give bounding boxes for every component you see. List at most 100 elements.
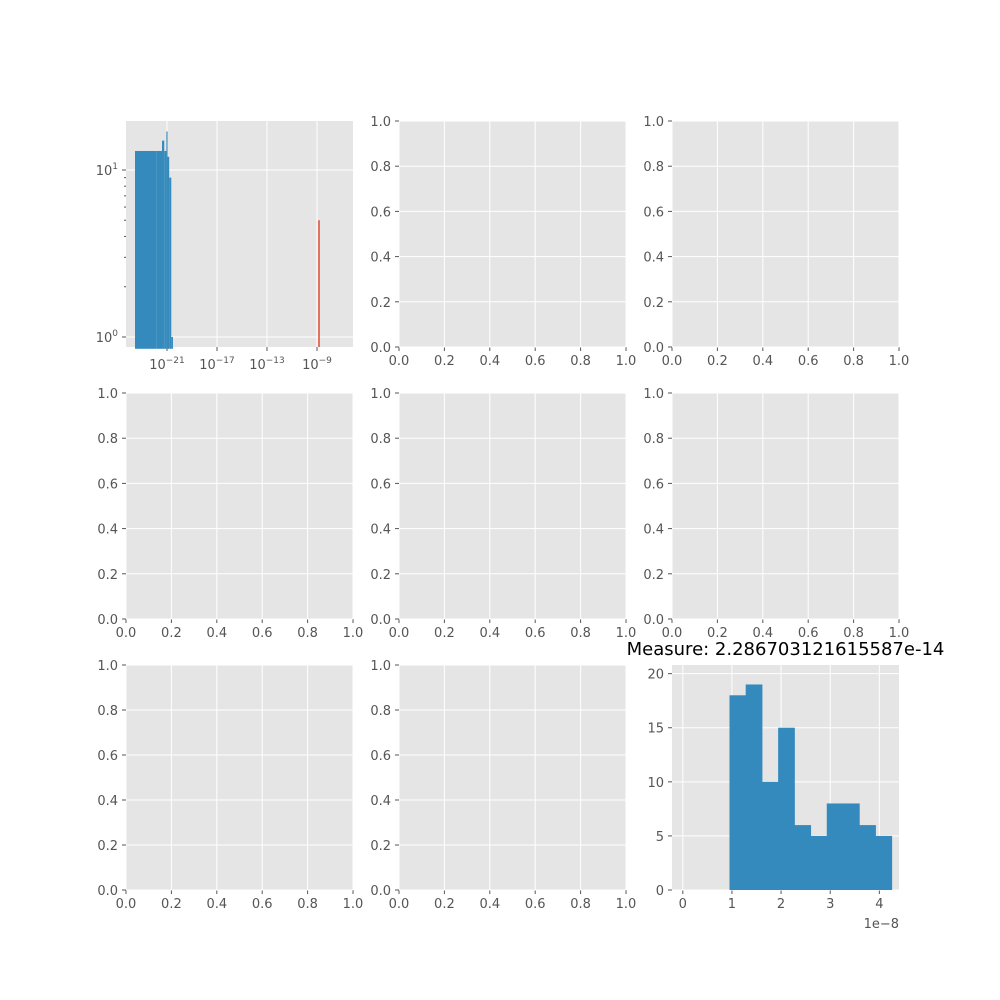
x-tick-label: 0.0 bbox=[389, 897, 410, 912]
y-tick-label: 0.0 bbox=[370, 884, 391, 899]
x-tick-label: 0.2 bbox=[707, 626, 728, 641]
x-tick-label: 0.8 bbox=[843, 626, 864, 641]
y-tick-label: 0.6 bbox=[643, 205, 664, 220]
y-tick-label: 10 bbox=[647, 776, 664, 791]
y-tick-label: 0.6 bbox=[97, 477, 118, 492]
x-tick-label: 0.6 bbox=[525, 897, 546, 912]
x-tick-label: 10−21 bbox=[149, 356, 185, 373]
y-tick-label: 0 bbox=[656, 884, 664, 899]
histogram-bar bbox=[826, 803, 844, 890]
y-tick-label: 1.0 bbox=[370, 115, 391, 130]
x-tick-label: 0.0 bbox=[389, 626, 410, 641]
y-tick-label: 0.8 bbox=[370, 432, 391, 447]
histogram-bar bbox=[164, 150, 167, 349]
x-tick-label: 0.6 bbox=[798, 626, 819, 641]
axes-background-3 bbox=[672, 121, 899, 347]
x-tick-label: 0.2 bbox=[161, 626, 182, 641]
chart-title: Measure: 2.286703121615587e-14 bbox=[627, 639, 945, 660]
y-tick-label: 1.0 bbox=[370, 659, 391, 674]
x-tick-label: 1.0 bbox=[343, 626, 364, 641]
x-tick-label: 1.0 bbox=[616, 354, 637, 369]
x-tick-label: 10−13 bbox=[249, 356, 285, 373]
histogram-bar bbox=[859, 825, 876, 890]
x-tick-label: 0.4 bbox=[206, 897, 227, 912]
y-tick-label: 0.2 bbox=[643, 296, 664, 311]
y-tick-label: 0.6 bbox=[370, 205, 391, 220]
y-tick-label: 0.2 bbox=[97, 568, 118, 583]
y-tick-label: 0.4 bbox=[643, 251, 664, 266]
x-tick-label: 0.6 bbox=[252, 626, 273, 641]
x-tick-label: 0.4 bbox=[752, 626, 773, 641]
x-tick-label: 0.6 bbox=[252, 897, 273, 912]
histogram-bar bbox=[761, 781, 779, 890]
histogram-bar bbox=[875, 835, 893, 890]
x-tick-label: 0.4 bbox=[752, 354, 773, 369]
x-offset-text: 1e−8 bbox=[864, 917, 899, 932]
x-tick-label: 0.8 bbox=[570, 626, 591, 641]
y-tick-label: 0.0 bbox=[370, 341, 391, 356]
y-tick-label: 1.0 bbox=[643, 387, 664, 402]
y-tick-label: 0.8 bbox=[97, 432, 118, 447]
y-tick-label: 0.2 bbox=[370, 568, 391, 583]
y-tick-label: 0.8 bbox=[370, 704, 391, 719]
y-tick-label: 0.2 bbox=[643, 568, 664, 583]
y-tick-label: 1.0 bbox=[643, 115, 664, 130]
y-tick-label: 15 bbox=[647, 722, 664, 737]
x-tick-label: 1.0 bbox=[343, 897, 364, 912]
x-tick-label: 0.2 bbox=[434, 354, 455, 369]
axes-background-7 bbox=[126, 665, 353, 890]
x-tick-label: 0.0 bbox=[116, 626, 137, 641]
x-tick-label: 0.4 bbox=[479, 354, 500, 369]
histogram-bar bbox=[810, 835, 828, 890]
y-tick-label: 0.8 bbox=[643, 432, 664, 447]
y-tick-label: 0.4 bbox=[370, 251, 391, 266]
y-tick-label: 1.0 bbox=[97, 659, 118, 674]
x-tick-label: 1.0 bbox=[616, 897, 637, 912]
histogram-bar bbox=[162, 140, 165, 349]
y-tick-label: 0.0 bbox=[370, 613, 391, 628]
axes-background-6 bbox=[672, 393, 899, 619]
x-tick-label: 0.0 bbox=[389, 354, 410, 369]
y-tick-label: 0.4 bbox=[97, 794, 118, 809]
x-tick-label: 0.8 bbox=[843, 354, 864, 369]
y-tick-label: 0.4 bbox=[370, 523, 391, 538]
y-tick-label: 0.0 bbox=[97, 884, 118, 899]
histogram-bar bbox=[156, 150, 163, 349]
x-tick-label: 0.0 bbox=[116, 897, 137, 912]
x-tick-label: 4 bbox=[875, 897, 883, 912]
x-tick-label: 0.6 bbox=[525, 626, 546, 641]
y-tick-label: 0.0 bbox=[97, 613, 118, 628]
y-tick-label: 0.4 bbox=[370, 794, 391, 809]
x-tick-label: 2 bbox=[777, 897, 785, 912]
x-tick-label: 0.4 bbox=[479, 897, 500, 912]
x-tick-label: 1.0 bbox=[889, 354, 910, 369]
x-tick-label: 0.8 bbox=[297, 897, 318, 912]
x-tick-label: 1.0 bbox=[889, 626, 910, 641]
x-tick-label: 0.8 bbox=[297, 626, 318, 641]
x-tick-label: 0.2 bbox=[434, 897, 455, 912]
x-tick-label: 0.2 bbox=[161, 897, 182, 912]
y-tick-label: 0.8 bbox=[97, 704, 118, 719]
x-tick-label: 0.6 bbox=[798, 354, 819, 369]
x-tick-label: 0.8 bbox=[570, 897, 591, 912]
y-tick-label: 0.8 bbox=[643, 160, 664, 175]
histogram-bar bbox=[171, 337, 173, 349]
axes-background-4 bbox=[126, 393, 353, 619]
y-tick-label: 0.6 bbox=[370, 749, 391, 764]
y-tick-label: 0.6 bbox=[97, 749, 118, 764]
y-tick-label: 20 bbox=[647, 668, 664, 683]
y-tick-label: 100 bbox=[96, 329, 119, 346]
axes-background-2 bbox=[399, 121, 626, 347]
y-tick-label: 1.0 bbox=[370, 387, 391, 402]
y-tick-label: 0.4 bbox=[97, 523, 118, 538]
x-tick-label: 0.4 bbox=[206, 626, 227, 641]
histogram-bar bbox=[745, 684, 763, 890]
y-tick-label: 0.4 bbox=[643, 523, 664, 538]
axes-background-8 bbox=[399, 665, 626, 890]
histogram-bar bbox=[842, 803, 860, 890]
x-tick-label: 0 bbox=[679, 897, 687, 912]
x-tick-label: 0.2 bbox=[434, 626, 455, 641]
y-tick-label: 0.2 bbox=[97, 839, 118, 854]
histogram-bar bbox=[169, 177, 172, 349]
